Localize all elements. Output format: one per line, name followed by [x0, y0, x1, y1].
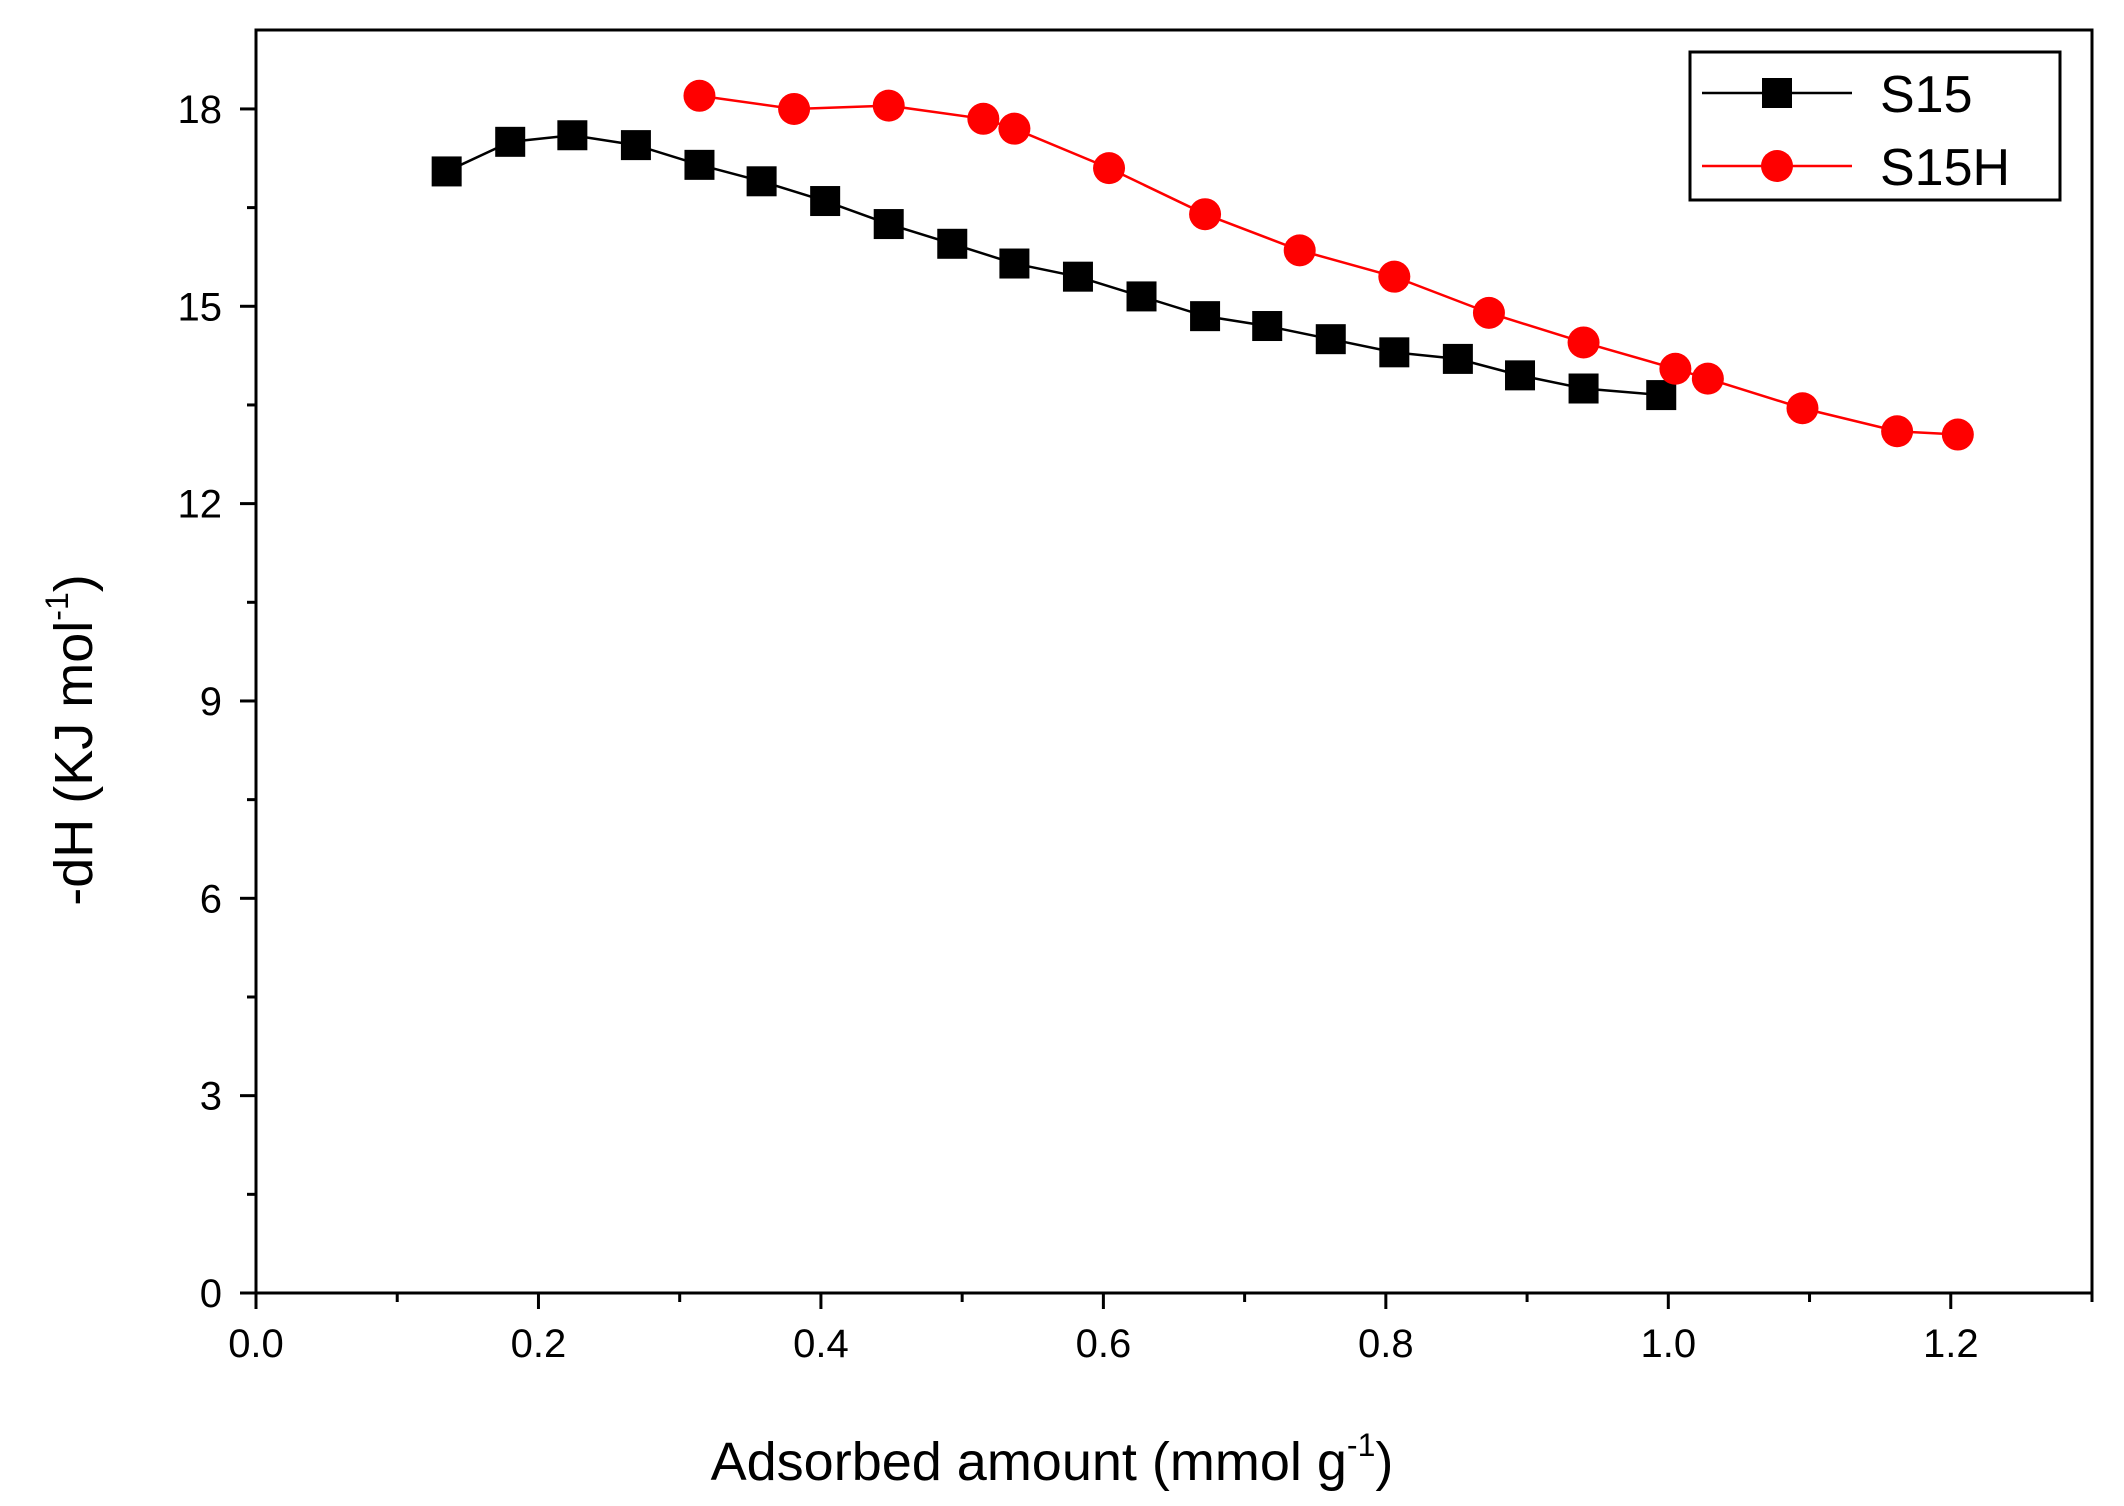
- data-point-s15h: [1378, 260, 1411, 293]
- x-tick-label: 1.2: [1923, 1322, 1979, 1366]
- data-series: [431, 79, 1974, 451]
- data-point-s15h: [1691, 362, 1724, 395]
- data-point-s15: [620, 130, 651, 161]
- series-line-s15h: [699, 94, 1958, 436]
- data-point-s15: [999, 248, 1030, 279]
- legend-entry-s15h: S15H: [1702, 139, 2010, 197]
- data-point-s15h: [1283, 234, 1316, 267]
- data-point-s15h: [1786, 392, 1819, 425]
- x-tick-label: 0.8: [1358, 1322, 1414, 1366]
- y-tick-label: 0: [200, 1272, 222, 1316]
- y-tick-label: 9: [200, 680, 222, 724]
- y-tick-label: 6: [200, 877, 222, 921]
- data-point-s15: [1505, 360, 1536, 391]
- plot-frame: [254, 28, 2094, 1295]
- x-tick-label: 0.2: [511, 1322, 567, 1366]
- data-point-s15: [873, 209, 904, 240]
- series-s15h: [683, 79, 1974, 451]
- data-point-s15: [1568, 373, 1599, 404]
- data-point-s15h: [778, 92, 811, 125]
- legend-marker-square: [1762, 78, 1792, 108]
- legend-label-s15h: S15H: [1880, 139, 2010, 197]
- data-point-s15: [495, 126, 526, 157]
- axes: 0.0 0.2 0.4 0.6 0.8 1.0 1.2 0 3 6 9 12 15 18: [178, 28, 2094, 1366]
- data-point-s15h: [998, 112, 1031, 145]
- legend-marker-circle: [1761, 150, 1793, 182]
- x-tick-label: 1.0: [1641, 1322, 1697, 1366]
- data-point-s15: [1379, 337, 1410, 368]
- x-tick-label: 0.6: [1076, 1322, 1132, 1366]
- legend-box: [1688, 50, 2062, 202]
- legend-label-s15: S15: [1880, 66, 1973, 124]
- data-point-s15: [431, 156, 462, 187]
- data-point-s15h: [1567, 326, 1600, 359]
- y-tick-label: 15: [178, 285, 223, 329]
- data-point-s15: [1062, 261, 1093, 292]
- series-s15: [431, 120, 1677, 411]
- y-axis-title-text: -dH (KJ mol: [44, 621, 104, 906]
- x-tick-label: 0.4: [793, 1322, 849, 1366]
- x-tick-label: 0.0: [228, 1322, 284, 1366]
- data-point-s15: [810, 186, 841, 217]
- data-point-s15h: [1881, 415, 1914, 448]
- y-tick-label: 18: [178, 88, 223, 132]
- y-tick-label: 12: [178, 483, 223, 527]
- y-axis-title-close: ): [44, 574, 104, 592]
- data-point-s15: [1646, 380, 1677, 411]
- data-point-s15h: [1941, 418, 1974, 451]
- data-point-s15h: [1093, 152, 1126, 185]
- y-tick-label: 3: [200, 1075, 222, 1119]
- data-point-s15h: [683, 79, 716, 112]
- x-axis-title-text: Adsorbed amount (mmol g: [711, 1432, 1347, 1492]
- data-point-s15: [1126, 281, 1157, 312]
- data-point-s15: [937, 228, 968, 259]
- data-point-s15: [1315, 324, 1346, 355]
- y-axis-title-sup: -1: [39, 592, 75, 620]
- x-axis-title-sup: -1: [1347, 1427, 1375, 1463]
- x-axis-title-close: ): [1375, 1432, 1393, 1492]
- data-point-s15: [1252, 311, 1283, 342]
- x-axis-title: Adsorbed amount (mmol g-1): [711, 1427, 1394, 1492]
- legend-entry-s15: S15: [1702, 66, 1973, 124]
- data-point-s15: [1442, 343, 1473, 374]
- data-point-s15h: [967, 102, 1000, 135]
- data-point-s15: [1190, 301, 1221, 332]
- legend: S15 S15H: [1688, 50, 2062, 202]
- data-point-s15h: [872, 89, 905, 122]
- data-point-s15: [746, 166, 777, 197]
- data-point-s15: [684, 149, 715, 180]
- data-point-s15h: [1189, 198, 1222, 231]
- data-point-s15h: [1659, 352, 1692, 385]
- y-axis-title: -dH (KJ mol-1): [39, 574, 104, 905]
- data-point-s15: [557, 120, 588, 151]
- data-point-s15h: [1472, 296, 1505, 329]
- series-line-s15: [446, 133, 1662, 397]
